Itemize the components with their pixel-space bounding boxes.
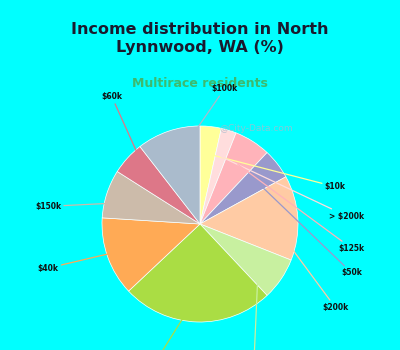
Text: $10k: $10k bbox=[208, 154, 346, 191]
Wedge shape bbox=[200, 126, 221, 224]
Text: $200k: $200k bbox=[270, 219, 348, 312]
Text: Income distribution in North
Lynnwood, WA (%): Income distribution in North Lynnwood, W… bbox=[71, 22, 329, 55]
Text: @City-Data.com: @City-Data.com bbox=[220, 124, 293, 133]
Wedge shape bbox=[200, 224, 291, 295]
Text: $40k: $40k bbox=[38, 248, 134, 273]
Wedge shape bbox=[140, 126, 200, 224]
Wedge shape bbox=[102, 172, 200, 224]
Text: Multirace residents: Multirace residents bbox=[132, 77, 268, 90]
Text: > $200k: > $200k bbox=[221, 156, 364, 220]
Wedge shape bbox=[128, 224, 267, 322]
Text: $75k: $75k bbox=[140, 295, 198, 350]
Text: $150k: $150k bbox=[35, 202, 133, 211]
Text: $100k: $100k bbox=[177, 84, 238, 157]
Wedge shape bbox=[117, 147, 200, 224]
Wedge shape bbox=[200, 128, 236, 224]
Wedge shape bbox=[200, 133, 267, 224]
Text: $20k: $20k bbox=[243, 264, 264, 350]
Wedge shape bbox=[200, 177, 298, 260]
Wedge shape bbox=[200, 153, 286, 224]
Text: $50k: $50k bbox=[256, 181, 362, 278]
Wedge shape bbox=[102, 218, 200, 291]
Text: $60k: $60k bbox=[101, 92, 148, 176]
Text: $125k: $125k bbox=[238, 164, 365, 253]
